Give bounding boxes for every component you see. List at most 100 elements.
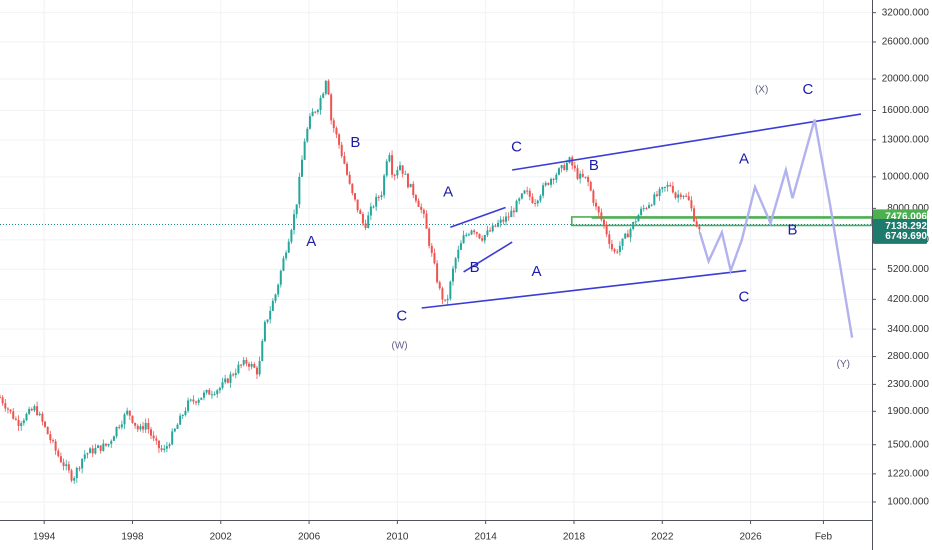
candle-body (165, 446, 168, 449)
grid (0, 0, 872, 520)
price-tick-label: 1900.000 (887, 406, 929, 417)
candle-body (661, 187, 664, 190)
wave-label: B (350, 134, 360, 151)
time-axis-background (0, 520, 872, 550)
candle-body (438, 282, 441, 289)
candle-body (75, 467, 78, 479)
candle-body (157, 440, 160, 449)
candle-body (229, 374, 232, 383)
candle-body (25, 413, 28, 421)
candle-body (406, 173, 409, 188)
candle-body (213, 394, 216, 396)
price-tick-label: 26000.000 (882, 37, 930, 48)
candle-body (261, 341, 264, 361)
candle-body (319, 97, 322, 110)
candle-body (324, 80, 327, 94)
candle-body (417, 200, 420, 207)
wave-label: C (511, 139, 522, 156)
wave-projection[interactable] (698, 119, 854, 338)
candle-body (12, 411, 15, 419)
time-tick-label: 2002 (210, 532, 233, 543)
wave-label: C (396, 307, 407, 324)
candle-body (571, 157, 574, 166)
projection-path (698, 119, 854, 338)
candle-body (232, 374, 235, 376)
candle-body (226, 378, 229, 383)
candle-body (674, 192, 677, 198)
candle-body (120, 424, 123, 428)
candle-body (621, 238, 624, 246)
candle-body (335, 128, 338, 135)
candle-body (690, 200, 693, 209)
candle-body (372, 206, 375, 208)
channel-trendline (421, 269, 747, 309)
wave-label: B (470, 259, 480, 276)
candle-body (187, 400, 190, 411)
price-tick-label: 8000.000 (887, 203, 929, 214)
candle-body (653, 194, 656, 205)
candle-body (348, 174, 351, 184)
candle-body (632, 222, 635, 229)
candle-body (552, 178, 555, 180)
candle-body (0, 397, 1, 399)
candle-body (695, 221, 698, 227)
candle-body (110, 440, 113, 444)
candle-body (534, 203, 537, 205)
channel-lines[interactable] (421, 113, 862, 309)
candle-body (316, 109, 319, 112)
candle-body (401, 165, 404, 174)
price-tick-label: 1500.000 (887, 439, 929, 450)
candle-body (679, 194, 682, 197)
channel-trendline (512, 113, 862, 171)
price-tick-label: 16000.000 (882, 105, 930, 116)
candle-body (89, 448, 92, 454)
price-badge-label: 7138.292 (885, 221, 927, 232)
candle-body (380, 195, 383, 198)
candle-body (589, 181, 592, 191)
candle-body (142, 426, 145, 430)
candle-body (526, 190, 529, 192)
candle-body (459, 243, 462, 250)
candle-body (428, 228, 431, 246)
candle-body (640, 208, 643, 216)
candle-body (17, 419, 20, 427)
candle-body (338, 134, 341, 145)
candle-body (306, 128, 309, 142)
candle-body (136, 425, 139, 430)
degree-label: (X) (755, 85, 768, 96)
candle-body (637, 215, 640, 222)
candle-body (277, 284, 280, 295)
time-axis[interactable]: 1994 1998 2002 2006 2010 2014 2018 2022 2026 Feb (0, 520, 872, 550)
wave-label: A (531, 263, 541, 280)
candle-body (171, 431, 174, 445)
time-tick-label: 1994 (33, 532, 56, 543)
candle-body (189, 399, 192, 401)
candle-body (367, 215, 370, 229)
candle-body (425, 213, 428, 229)
candle-body (97, 445, 100, 448)
candle-body (650, 204, 653, 206)
candle-body (30, 408, 33, 411)
candle-body (218, 387, 221, 391)
candle-body (128, 410, 131, 416)
price-axis[interactable]: 1000.000 1220.000 1500.000 1900.000 2300.000… (872, 0, 932, 550)
candle-body (486, 230, 489, 236)
candle-body (258, 360, 261, 375)
candle-body (629, 228, 632, 238)
candle-body (293, 214, 296, 231)
candle-body (489, 230, 492, 232)
price-tick-label: 5200.000 (887, 264, 929, 275)
candle-body (560, 165, 563, 169)
time-tick-label: 2018 (563, 532, 586, 543)
candle-body (616, 251, 619, 253)
time-tick-label: 2022 (651, 532, 674, 543)
candle-body (269, 310, 272, 320)
candle-body (126, 410, 129, 415)
candle-body (91, 448, 94, 454)
candle-body (33, 406, 36, 411)
candle-body (592, 190, 595, 203)
price-badge-label: 7476.006 (885, 212, 927, 223)
candle-body (645, 208, 648, 210)
